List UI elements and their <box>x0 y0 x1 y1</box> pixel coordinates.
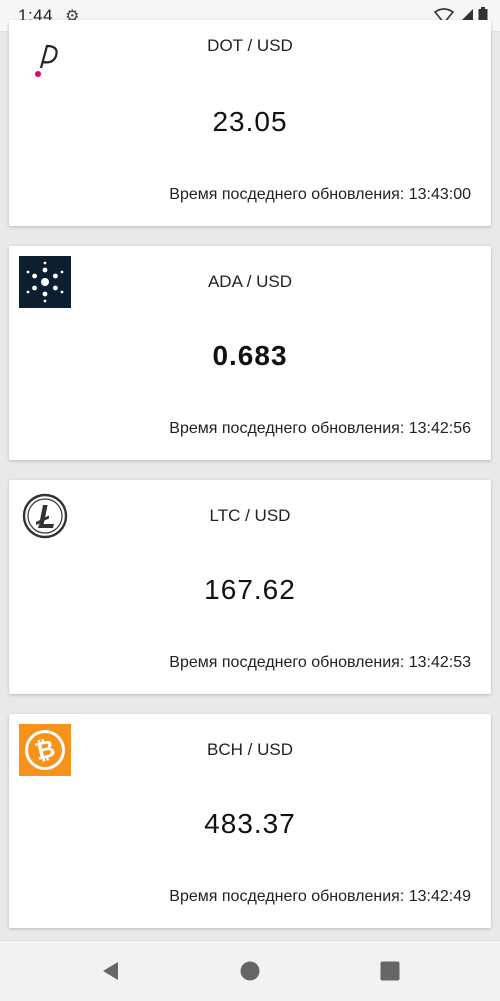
home-circle-icon <box>240 961 260 981</box>
pair-label: BCH / USD <box>207 740 293 759</box>
crypto-card-ada[interactable]: ADA / USD 0.683 Время посдеднего обновле… <box>9 246 491 460</box>
back-triangle-icon <box>103 962 118 980</box>
recents-square-icon <box>380 961 400 981</box>
last-updated-text: Время посдеднего обновления: 13:42:53 <box>169 654 471 671</box>
cardano-icon <box>19 256 71 308</box>
status-indicators <box>434 6 488 25</box>
last-updated-text: Время посдеднего обновления: 13:43:00 <box>169 186 471 203</box>
price-value: 0.683 <box>212 340 288 371</box>
last-updated-text: Время посдеднего обновления: 13:42:49 <box>169 888 471 905</box>
bitcoin-cash-icon: ₿ <box>19 724 71 776</box>
battery-icon <box>478 6 488 24</box>
pair-label: LTC / USD <box>209 506 291 525</box>
last-updated-text: Время посдеднего обновления: 13:42:56 <box>169 420 471 437</box>
crypto-card-dot[interactable]: DOT / USD 23.05 Время посдеднего обновле… <box>9 20 491 226</box>
pair-label: ADA / USD <box>207 272 293 291</box>
system-navigation-bar <box>0 940 500 1001</box>
litecoin-icon <box>22 493 68 539</box>
polkadot-icon <box>35 44 58 77</box>
home-button[interactable] <box>215 941 285 1001</box>
crypto-card-ltc[interactable]: LTC / USD 167.62 Время посдеднего обновл… <box>9 480 491 694</box>
wifi-icon <box>434 7 454 24</box>
status-time: 1:44 <box>18 5 54 25</box>
recents-button[interactable] <box>355 941 425 1001</box>
crypto-card-bch[interactable]: ₿ BCH / USD 483.37 Время посдеднего обно… <box>9 714 491 928</box>
back-button[interactable] <box>75 941 145 1001</box>
price-value: 483.37 <box>204 808 296 839</box>
cell-signal-icon <box>459 8 473 23</box>
price-value: 167.62 <box>204 574 296 605</box>
price-value: 23.05 <box>212 106 288 137</box>
pair-label: DOT / USD <box>207 36 293 55</box>
